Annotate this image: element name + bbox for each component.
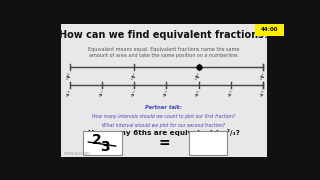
Text: How many 6ths are equivalent to ²/₃?: How many 6ths are equivalent to ²/₃? [88,129,240,136]
Text: 3: 3 [100,140,109,154]
Text: SCREENCAST-O-MATIC: SCREENCAST-O-MATIC [64,152,92,156]
Text: $\frac{6}{6}$: $\frac{6}{6}$ [257,89,265,101]
Text: 2: 2 [92,133,102,147]
Text: 44:00: 44:00 [261,27,278,32]
Text: Equivalent means equal. Equivalent fractions name the same
amount of area and ta: Equivalent means equal. Equivalent fract… [88,47,240,58]
Text: What interval should we plot for our second fraction?: What interval should we plot for our sec… [102,123,226,129]
Text: How can we find equivalent fractions?: How can we find equivalent fractions? [59,30,269,40]
Text: $\frac{4}{6}$: $\frac{4}{6}$ [192,89,200,101]
Text: $\frac{2}{6}$: $\frac{2}{6}$ [128,89,136,101]
Text: $\frac{3}{3}$: $\frac{3}{3}$ [257,71,265,84]
Text: How many intervals should we count to plot our first fraction?: How many intervals should we count to pl… [92,114,236,120]
Text: Partner talk:: Partner talk: [145,105,183,110]
Bar [84,131,122,155]
Text: $\frac{1}{6}$: $\frac{1}{6}$ [96,89,103,101]
Text: $\frac{2}{3}$: $\frac{2}{3}$ [192,71,200,84]
Bar [189,131,227,155]
Text: $\frac{0}{3}$: $\frac{0}{3}$ [63,71,71,84]
Text: $\frac{0}{6}$: $\frac{0}{6}$ [63,89,71,101]
Bar [61,24,267,158]
Text: $\frac{1}{3}$: $\frac{1}{3}$ [128,71,136,84]
Text: $\frac{5}{6}$: $\frac{5}{6}$ [225,89,232,101]
Text: $\frac{3}{6}$: $\frac{3}{6}$ [160,89,168,101]
Bar [254,24,284,36]
Text: =: = [158,136,170,150]
